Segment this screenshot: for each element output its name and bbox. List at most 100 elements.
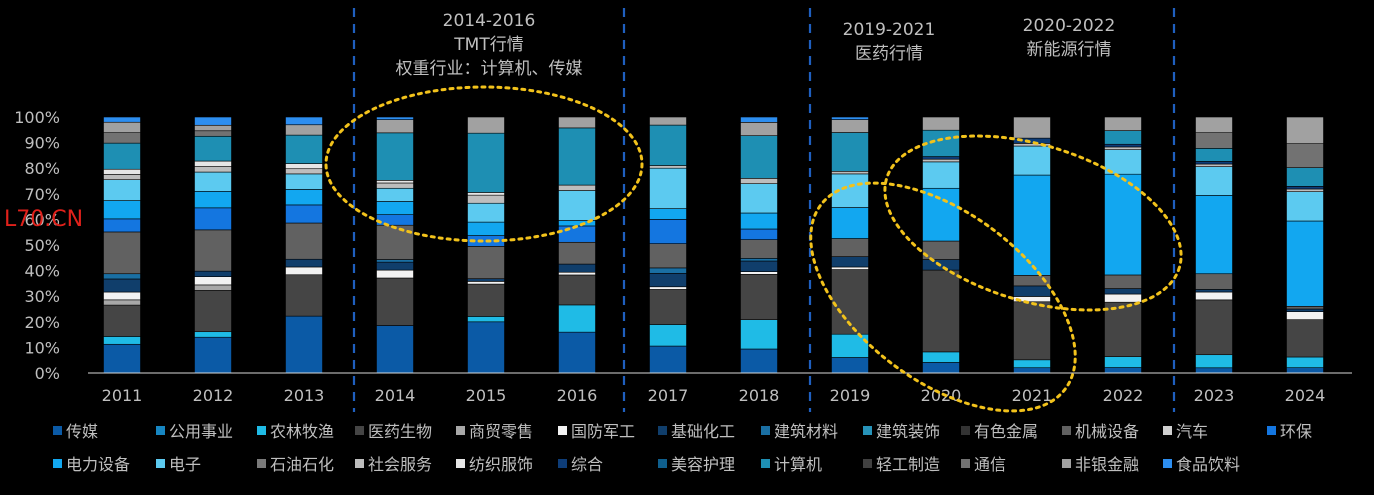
bar-segment (376, 325, 414, 374)
legend-label: 建筑材料 (774, 422, 838, 441)
bar-segment (1286, 356, 1324, 368)
bar-segment (103, 343, 141, 374)
bar-segment (103, 116, 141, 123)
legend-item: 基础化工 (658, 422, 735, 441)
legend-item: 食品饮料 (1163, 455, 1240, 474)
legend-swatch (456, 426, 465, 435)
bar-segment (1104, 288, 1142, 295)
legend-item: 美容护理 (658, 455, 735, 474)
bar-segment (831, 238, 869, 257)
bar-segment (1104, 146, 1142, 150)
legend-item: 医药生物 (355, 422, 432, 441)
x-tick-label: 2012 (193, 386, 234, 405)
bar-segment (103, 273, 141, 280)
bar-segment (831, 207, 869, 239)
bar-segment (285, 168, 323, 175)
bar-segment (1195, 161, 1233, 165)
legend-label: 机械设备 (1075, 422, 1139, 441)
legend-item: 电子 (156, 455, 201, 474)
bar-segment (740, 135, 778, 179)
bar-segment (1195, 148, 1233, 162)
bar-segment (194, 160, 232, 167)
bar-segment (467, 221, 505, 236)
bar-segment (194, 290, 232, 333)
x-tick-label: 2019 (830, 386, 871, 405)
bar-segment (103, 121, 141, 133)
bar-segment (194, 166, 232, 173)
bar-segment (194, 135, 232, 162)
bar-segment (740, 258, 778, 262)
bar-segment (194, 284, 232, 291)
legend-item: 机械设备 (1062, 422, 1139, 441)
bar-segment (649, 345, 687, 374)
period-annotation: 2014-2016 TMT行情权重行业：计算机、传媒 (396, 11, 583, 79)
legend-item: 计算机 (761, 455, 822, 474)
legend-label: 医药生物 (368, 422, 432, 441)
bar-segment (558, 225, 596, 243)
bar-segment (922, 158, 960, 163)
bar-segment (1013, 174, 1051, 276)
bar-segment (649, 267, 687, 274)
bar-segment (103, 218, 141, 233)
legend-item: 电力设备 (53, 455, 130, 474)
bar-segment (285, 189, 323, 206)
bar-segment (740, 178, 778, 184)
x-tick-label: 2022 (1103, 386, 1144, 405)
x-tick-label: 2024 (1285, 386, 1326, 405)
bar-segment (922, 116, 960, 131)
x-tick-label: 2023 (1194, 386, 1235, 405)
bar-segment (831, 256, 869, 268)
bar-segment (831, 266, 869, 270)
bar-segment (740, 183, 778, 214)
bar-segment (376, 214, 414, 226)
legend-swatch (1267, 426, 1276, 435)
bar-segment (649, 272, 687, 288)
legend-item: 公用事业 (156, 422, 233, 441)
bar-segment (376, 119, 414, 134)
highlight-ellipse (809, 181, 1077, 413)
overlay-label: L70.CN (4, 207, 83, 232)
bar-segment (103, 168, 141, 175)
legend-swatch (658, 459, 667, 468)
period-annotation: 2019-2021 医药行情 (843, 20, 936, 64)
bar-segment (740, 228, 778, 240)
bar-segment (285, 134, 323, 164)
legend-label: 美容护理 (671, 455, 735, 474)
bar-segment (1013, 359, 1051, 369)
bar-segment (649, 116, 687, 126)
bar-segment (558, 263, 596, 273)
legend-swatch (761, 459, 770, 468)
bar-segment (376, 187, 414, 202)
bar-segment (1104, 143, 1142, 148)
bar-segment (740, 274, 778, 320)
bar-segment (467, 132, 505, 193)
legend-swatch (355, 426, 364, 435)
legend-swatch (863, 426, 872, 435)
bar-segment (194, 191, 232, 209)
bar-segment (922, 351, 960, 363)
legend-label: 石油石化 (270, 455, 334, 474)
bar-segment (467, 246, 505, 279)
legend-swatch (1163, 459, 1172, 468)
bar-segment (1104, 293, 1142, 303)
bar-segment (467, 192, 505, 196)
bar-segment (194, 171, 232, 192)
bar-segment (467, 278, 505, 282)
bar-segment (740, 122, 778, 136)
bar-segment (103, 200, 141, 220)
x-tick-label: 2020 (921, 386, 962, 405)
x-tick-label: 2018 (739, 386, 780, 405)
bar-segment (1013, 145, 1051, 176)
bar-segment (831, 119, 869, 133)
bar-segment (558, 241, 596, 265)
period-dividers (352, 8, 1176, 412)
legend-swatch (257, 426, 266, 435)
bar-segment (285, 163, 323, 170)
legend-item: 汽车 (1163, 422, 1208, 441)
bar-segment (740, 239, 778, 259)
bar-segment (1286, 167, 1324, 187)
legend-label: 通信 (974, 455, 1006, 474)
bar-segment (740, 271, 778, 275)
y-axis-ticks: 0% 10% 20% 30% 40% 50% 60% 70% 80% 90% 100% (14, 108, 60, 383)
bar-segment (1013, 285, 1051, 297)
